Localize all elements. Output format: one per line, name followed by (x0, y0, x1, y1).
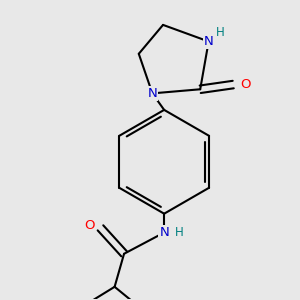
Text: H: H (175, 226, 184, 239)
Text: N: N (159, 226, 169, 239)
Text: O: O (240, 78, 250, 91)
Text: H: H (216, 26, 225, 39)
Text: N: N (204, 35, 214, 48)
Text: N: N (148, 87, 157, 100)
Text: O: O (85, 219, 95, 232)
